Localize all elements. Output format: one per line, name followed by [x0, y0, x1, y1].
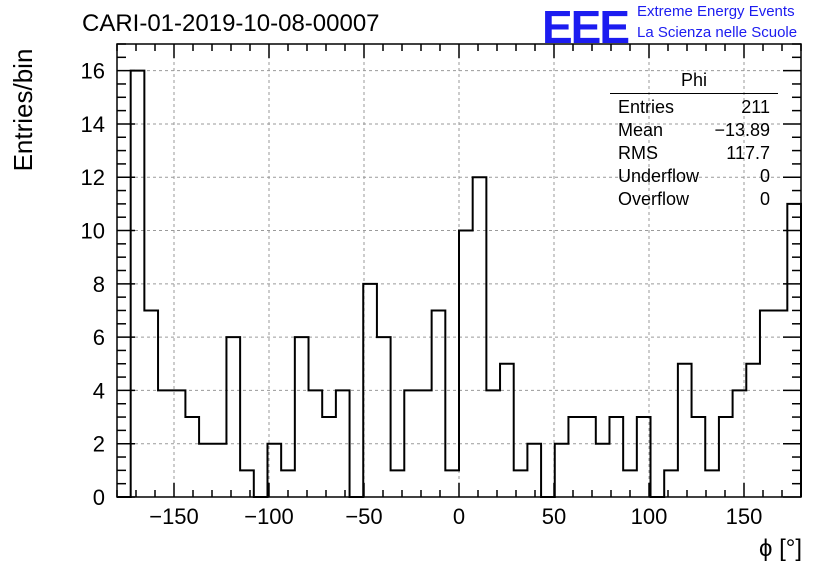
- stats-value: 211: [741, 97, 770, 117]
- stats-box: Phi Entries 211 Mean −13.89 RMS 117.7 Un…: [610, 70, 778, 211]
- x-axis-label: ϕ [°]: [758, 535, 802, 562]
- histogram-bin: [158, 390, 172, 497]
- histogram-bin: [445, 470, 459, 497]
- histogram-bin: [760, 310, 774, 497]
- stats-title: Phi: [610, 70, 778, 94]
- histogram-bin: [336, 390, 350, 497]
- histogram-bin: [609, 417, 623, 497]
- stats-value: −13.89: [714, 120, 770, 140]
- histogram-bin: [705, 470, 719, 497]
- x-tick-label: −100: [244, 504, 294, 529]
- stats-label: Overflow: [618, 189, 690, 209]
- histogram-bin: [500, 364, 514, 497]
- tick-labels: −150 −100 −50 0 50 100 150 0 2 4 6 8 10 12 14 16: [81, 59, 763, 529]
- y-tick-label: 2: [93, 432, 105, 457]
- x-tick-label: 150: [726, 504, 763, 529]
- histogram-bin: [213, 444, 227, 497]
- logo-line-2: La Scienza nelle Scuole: [637, 24, 798, 41]
- histogram-bin: [692, 417, 706, 497]
- histogram-bin: [568, 417, 582, 497]
- logo-line-1: Extreme Energy Events: [637, 3, 795, 20]
- histogram-bin: [486, 390, 500, 497]
- histogram-bin: [322, 417, 336, 497]
- y-tick-label: 14: [81, 112, 105, 137]
- eee-logo: EEE: [542, 1, 630, 53]
- histogram-bin: [185, 417, 199, 497]
- stats-row-mean: Mean −13.89: [610, 119, 778, 142]
- histogram-bin: [377, 337, 391, 497]
- histogram-bin: [295, 337, 309, 497]
- x-tick-label: −50: [345, 504, 382, 529]
- histogram-bin: [459, 231, 473, 497]
- histogram-bin: [596, 444, 610, 497]
- x-tick-label: 50: [542, 504, 566, 529]
- y-tick-label: 0: [93, 485, 105, 510]
- histogram-bin: [418, 390, 432, 497]
- stats-value: 0: [759, 166, 770, 186]
- histogram-bin: [678, 364, 692, 497]
- histogram-bars: [117, 69, 802, 498]
- histogram-bin: [582, 417, 596, 497]
- x-tick-label: 0: [453, 504, 465, 529]
- histogram-bin: [746, 364, 760, 497]
- stats-label: Entries: [618, 97, 675, 117]
- y-tick-label: 6: [93, 325, 105, 350]
- histogram-bin: [432, 310, 446, 497]
- stats-row-entries: Entries 211: [610, 96, 778, 119]
- histogram-outline: [117, 69, 802, 498]
- histogram-bin: [226, 337, 240, 497]
- x-tick-label: −150: [149, 504, 199, 529]
- chart-title: CARI-01-2019-10-08-00007: [82, 10, 380, 37]
- axis-ticks: [116, 43, 802, 498]
- histogram-bin: [144, 310, 158, 497]
- x-tick-label: 100: [631, 504, 668, 529]
- histogram-bin: [719, 417, 733, 497]
- histogram-bin: [774, 310, 788, 497]
- stats-row-underflow: Underflow 0: [610, 165, 778, 188]
- histogram-bin: [664, 470, 678, 497]
- histogram-bin: [363, 284, 377, 497]
- histogram-bin: [309, 390, 323, 497]
- histogram-bin: [172, 390, 186, 497]
- y-tick-label: 10: [81, 219, 105, 244]
- y-tick-label: 8: [93, 272, 105, 297]
- histogram-bin: [733, 390, 747, 497]
- stats-value: 117.7: [726, 143, 770, 163]
- y-axis-label: Entries/bin: [8, 48, 38, 172]
- histogram-bin: [240, 470, 254, 497]
- histogram-bin: [527, 444, 541, 497]
- histogram-bin: [555, 444, 569, 497]
- y-axis-label-wrap: Entries/bin: [8, 49, 38, 190]
- stats-row-rms: RMS 117.7: [610, 142, 778, 165]
- stats-label: RMS: [618, 143, 658, 163]
- y-tick-label: 4: [93, 378, 105, 403]
- stats-label: Mean: [618, 120, 664, 140]
- stats-value: 0: [759, 189, 770, 209]
- stats-label: Underflow: [618, 166, 700, 186]
- stats-row-overflow: Overflow 0: [610, 188, 778, 211]
- histogram-bin: [404, 390, 418, 497]
- histogram-bin: [473, 177, 487, 497]
- histogram-bin: [199, 444, 213, 497]
- y-tick-label: 12: [81, 165, 105, 190]
- y-tick-label: 16: [81, 59, 105, 84]
